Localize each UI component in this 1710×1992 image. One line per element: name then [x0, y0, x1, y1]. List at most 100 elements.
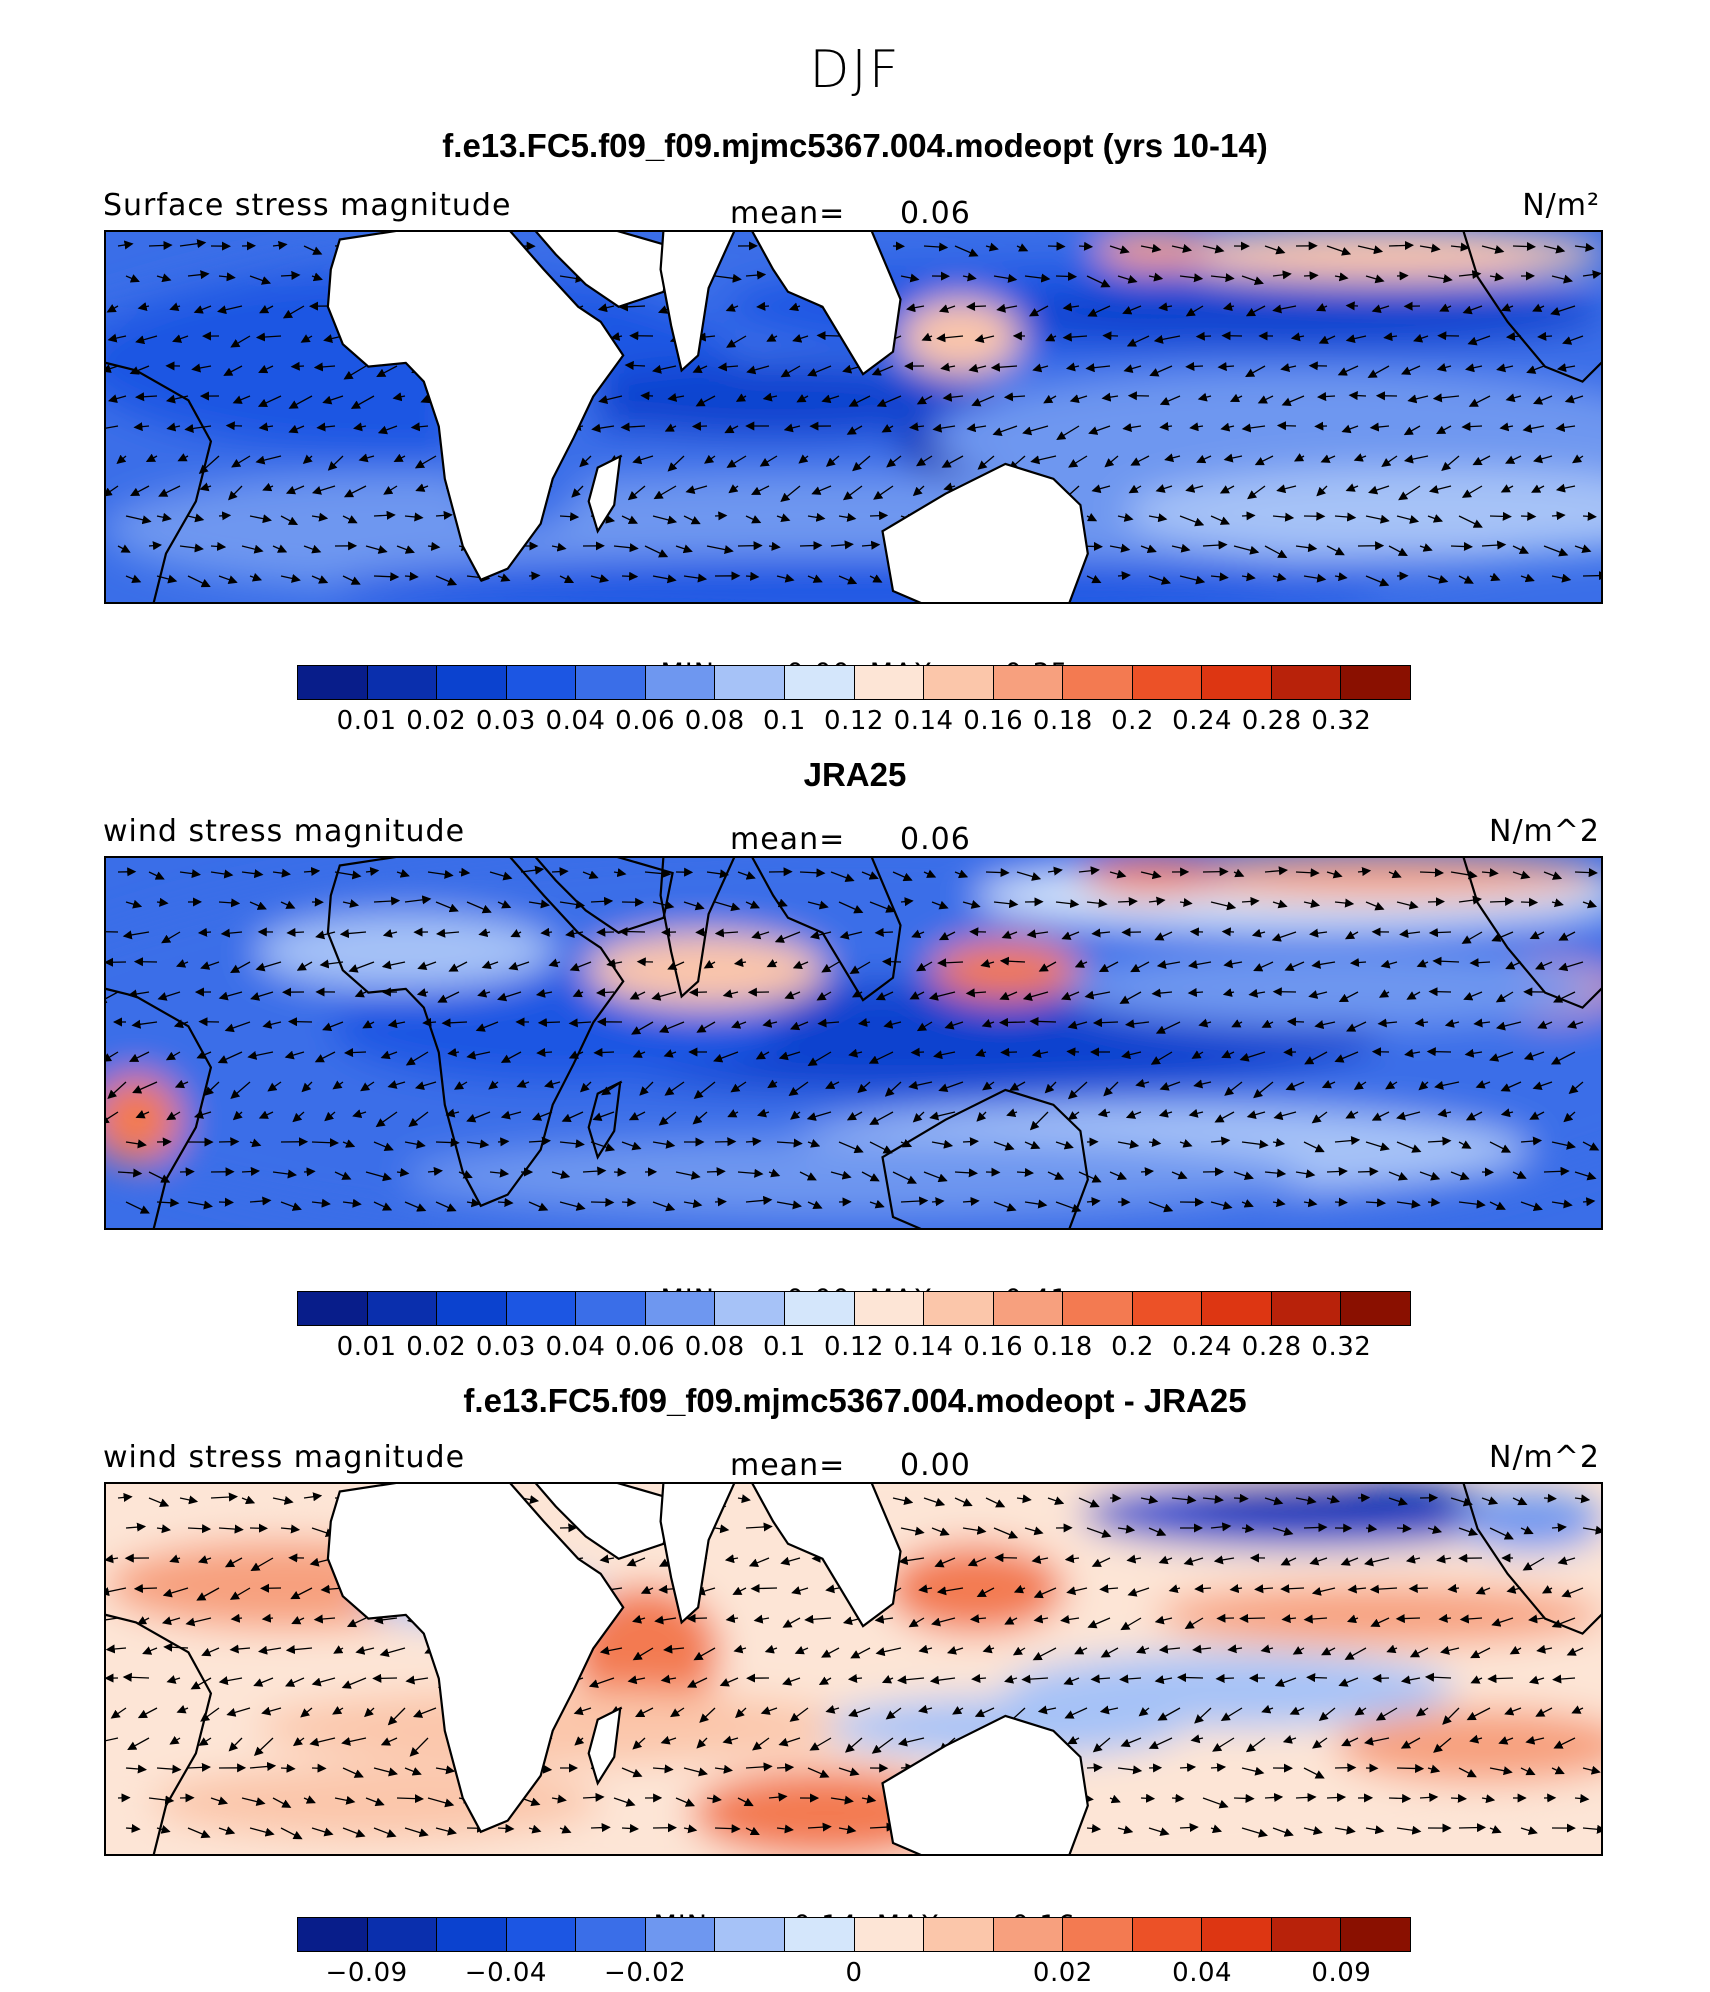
panel-3-map — [104, 1482, 1603, 1856]
wind-vector — [1397, 1768, 1423, 1769]
colorbar-swatch — [368, 1292, 438, 1325]
wind-vector — [688, 1618, 707, 1619]
wind-vector — [1141, 1798, 1154, 1799]
colorbar-tick-label: 0.28 — [1242, 1332, 1302, 1362]
wind-vector — [1304, 1527, 1326, 1528]
panel-1-mean-text: mean= — [730, 196, 845, 231]
colorbar-swatch — [924, 1292, 994, 1325]
wind-vector — [595, 1052, 614, 1053]
wind-vector — [1056, 276, 1076, 277]
colorbar-swatch — [1063, 666, 1133, 699]
colorbar-tick-label: 0.04 — [1172, 1958, 1232, 1988]
field-patch — [256, 914, 556, 989]
wind-vector — [1389, 1798, 1410, 1799]
panel-2-units: N/m^2 — [1489, 814, 1600, 849]
colorbar-swatch — [855, 1292, 925, 1325]
wind-vector — [1118, 901, 1137, 902]
colorbar-tick-label: 0.12 — [824, 1332, 884, 1362]
wind-vector — [597, 992, 614, 993]
wind-vector — [1223, 932, 1234, 933]
colorbar-tick-label: 0.01 — [337, 1332, 397, 1362]
wind-vector — [1428, 902, 1444, 903]
colorbar-tick-label: 0.12 — [824, 706, 884, 736]
wind-vector — [1428, 1052, 1451, 1053]
panel-2-colorbar — [297, 1291, 1411, 1326]
wind-vector — [622, 576, 637, 577]
colorbar-swatch — [785, 1918, 855, 1951]
colorbar-tick-label: 0.32 — [1311, 1332, 1371, 1362]
wind-vector — [1104, 336, 1118, 337]
colorbar-tick-label: −0.02 — [604, 1958, 686, 1988]
wind-vector — [288, 932, 304, 933]
wind-vector — [1410, 1588, 1428, 1589]
panel-3-mean-text: mean= — [730, 1448, 845, 1483]
wind-vector — [552, 871, 567, 872]
wind-vector — [986, 872, 1008, 873]
wind-vector — [693, 426, 707, 427]
wind-vector — [800, 545, 821, 546]
colorbar-swatch — [507, 1918, 577, 1951]
colorbar-tick-label: −0.04 — [465, 1958, 547, 1988]
colorbar-tick-label: 0.28 — [1242, 706, 1302, 736]
colorbar-swatch — [994, 1292, 1064, 1325]
wind-vector — [1218, 1618, 1234, 1619]
wind-vector — [135, 1588, 157, 1589]
map-canvas — [106, 232, 1603, 604]
wind-vector — [1490, 901, 1513, 902]
wind-vector — [1544, 1498, 1556, 1499]
colorbar-tick-label: 0.2 — [1111, 1332, 1154, 1362]
wind-vector — [374, 1678, 398, 1679]
wind-vector — [529, 575, 539, 576]
wind-vector — [752, 1588, 777, 1589]
colorbar-tick-label: 0.04 — [546, 706, 606, 736]
colorbar-tick-label: 0.1 — [763, 706, 806, 736]
wind-vector — [1428, 1202, 1439, 1203]
colorbar-swatch — [646, 1918, 716, 1951]
colorbar-swatch — [855, 1918, 925, 1951]
colorbar-swatch — [855, 666, 925, 699]
wind-vector — [1307, 1677, 1327, 1678]
wind-vector — [967, 306, 986, 307]
colorbar-swatch — [576, 1292, 646, 1325]
wind-vector — [1000, 1022, 1025, 1023]
figure-supertitle: DJF — [0, 40, 1710, 100]
wind-vector — [1358, 1171, 1377, 1172]
panel-3-variable-label: wind stress magnitude — [103, 1440, 465, 1475]
colorbar-swatch — [646, 666, 716, 699]
wind-vector — [1490, 516, 1511, 517]
wind-vector — [397, 1798, 423, 1799]
wind-vector — [199, 932, 211, 933]
wind-vector — [1172, 1798, 1183, 1799]
wind-vector — [1278, 426, 1296, 427]
colorbar-swatch — [576, 1918, 646, 1951]
colorbar-swatch — [437, 1292, 507, 1325]
colorbar-tick-label: 0.14 — [894, 706, 954, 736]
wind-vector — [1358, 1498, 1369, 1499]
wind-vector — [292, 366, 304, 367]
wind-vector — [1420, 872, 1443, 873]
colorbar-swatch — [715, 1918, 785, 1951]
colorbar-tick-label: 0.16 — [963, 706, 1023, 736]
colorbar-swatch — [576, 666, 646, 699]
wind-vector — [1327, 1797, 1345, 1798]
wind-vector — [1288, 1021, 1304, 1022]
wind-vector — [996, 1558, 1017, 1559]
wind-vector — [1389, 245, 1413, 246]
wind-vector — [219, 1202, 233, 1203]
wind-vector — [707, 1171, 725, 1172]
wind-vector — [715, 1828, 739, 1829]
colorbar-tick-label: 0.03 — [476, 1332, 536, 1362]
wind-vector — [405, 576, 418, 577]
wind-vector — [757, 306, 769, 307]
panel-2-map — [104, 856, 1603, 1230]
colorbar-tick-label: 0.16 — [963, 1332, 1023, 1362]
colorbar-tick-label: 0.01 — [337, 706, 397, 736]
wind-vector — [963, 1141, 978, 1142]
colorbar-swatch — [368, 666, 438, 699]
colorbar-swatch — [994, 666, 1064, 699]
colorbar-swatch — [1272, 666, 1342, 699]
colorbar-swatch — [1272, 1292, 1342, 1325]
panel-2-mean-value: 0.06 — [900, 822, 971, 857]
